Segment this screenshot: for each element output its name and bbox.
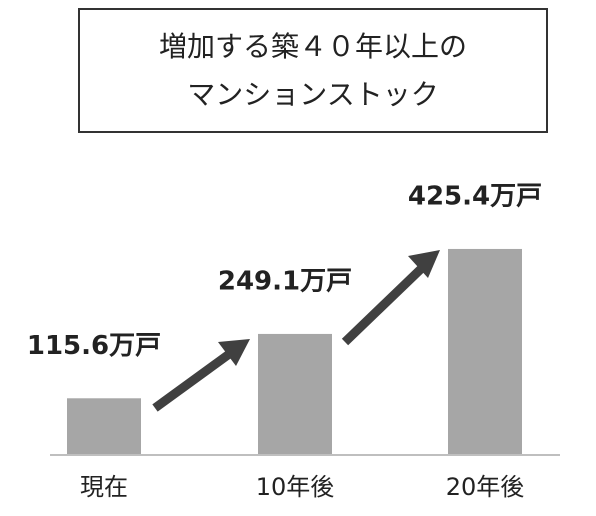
bar [448, 248, 522, 454]
chart-title: マンションストック [187, 78, 438, 111]
x-tick-label: 20年後 [446, 473, 525, 501]
arrow-head [408, 250, 440, 278]
value-label: 115.6万戸 [27, 331, 161, 361]
bar [258, 333, 332, 454]
value-label: 425.4万戸 [408, 181, 542, 211]
bar [67, 398, 141, 454]
x-tick-label: 10年後 [256, 473, 335, 501]
x-tick-label: 現在 [80, 473, 128, 501]
arrow [341, 250, 440, 346]
title-box [78, 8, 548, 133]
arrow [152, 339, 250, 412]
value-label: 249.1万戸 [218, 266, 352, 296]
chart-title: 増加する築４０年以上の [159, 30, 467, 63]
arrow-shaft [341, 262, 428, 346]
arrow-shaft [152, 348, 235, 412]
arrow-head [218, 339, 250, 366]
